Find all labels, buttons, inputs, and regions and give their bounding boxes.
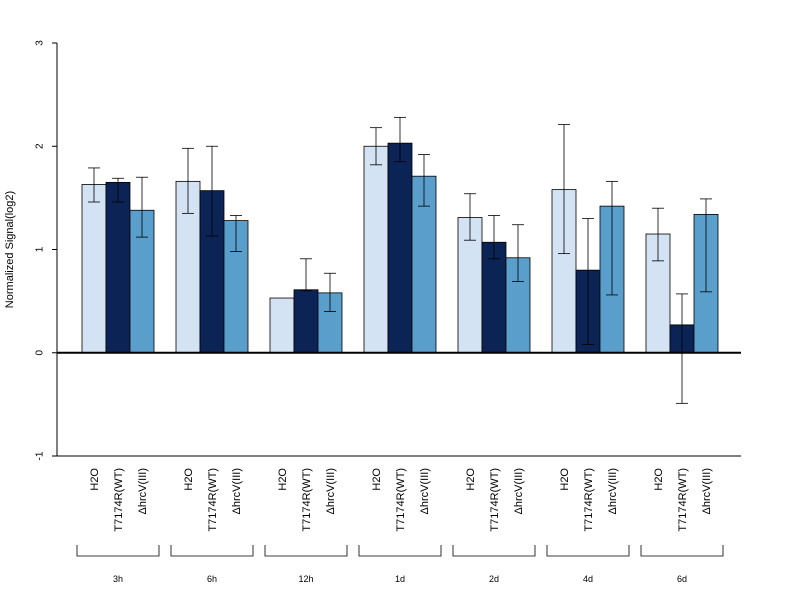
category-label: T7174R(WT): [207, 468, 219, 532]
category-label: H2O: [465, 468, 477, 491]
y-tick-label: 3: [35, 40, 46, 46]
category-label: H2O: [277, 468, 289, 491]
category-label: T7174R(WT): [677, 468, 689, 532]
group-label: 6h: [207, 574, 217, 584]
y-axis-label: Normalized Signal(log2): [4, 191, 16, 308]
category-label: T7174R(WT): [489, 468, 501, 532]
category-label: H2O: [183, 468, 195, 491]
category-label: H2O: [653, 468, 665, 491]
group-bracket: [546, 545, 630, 557]
bar: [387, 142, 413, 354]
group-bracket: [452, 545, 536, 557]
category-label: ΔhrcV(III): [231, 468, 243, 514]
group-label: 2d: [489, 574, 499, 584]
category-label: ΔhrcV(III): [137, 468, 149, 514]
category-label: H2O: [559, 468, 571, 491]
bar: [363, 145, 389, 354]
bar: [105, 181, 131, 354]
y-tick-label: 2: [35, 143, 46, 149]
bar: [269, 297, 295, 354]
bar: [293, 289, 319, 354]
group-bracket: [170, 545, 254, 557]
bar: [645, 233, 671, 354]
category-label: T7174R(WT): [395, 468, 407, 532]
category-label: H2O: [371, 468, 383, 491]
category-label: T7174R(WT): [113, 468, 125, 532]
group-bracket: [358, 545, 442, 557]
bar: [129, 209, 155, 354]
y-tick-label: 0: [35, 350, 46, 356]
group-bracket: [640, 545, 724, 557]
group-bracket: [264, 545, 348, 557]
category-label: T7174R(WT): [301, 468, 313, 532]
group-label: 6d: [677, 574, 687, 584]
category-label: ΔhrcV(III): [513, 468, 525, 514]
group-label: 12h: [298, 574, 313, 584]
y-tick-label: -1: [35, 451, 46, 460]
y-tick-label: 1: [35, 246, 46, 252]
category-label: H2O: [89, 468, 101, 491]
group-label: 1d: [395, 574, 405, 584]
category-label: ΔhrcV(III): [607, 468, 619, 514]
category-label: ΔhrcV(III): [701, 468, 713, 514]
group-bracket: [76, 545, 160, 557]
group-label: 3h: [113, 574, 123, 584]
category-label: ΔhrcV(III): [325, 468, 337, 514]
category-label: ΔhrcV(III): [419, 468, 431, 514]
bar: [81, 184, 107, 354]
category-label: T7174R(WT): [583, 468, 595, 532]
group-label: 4d: [583, 574, 593, 584]
